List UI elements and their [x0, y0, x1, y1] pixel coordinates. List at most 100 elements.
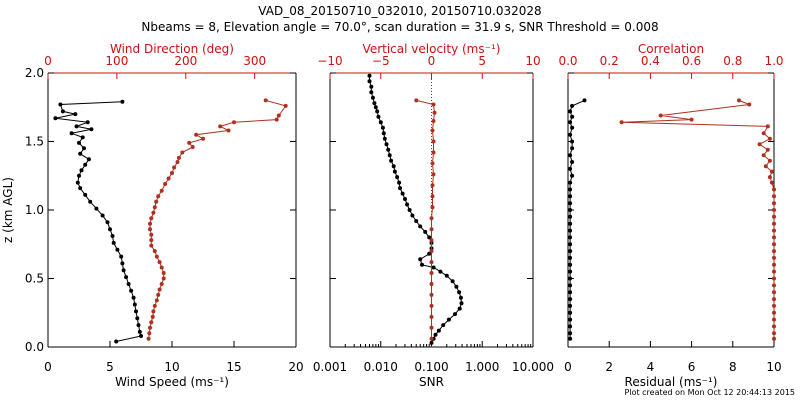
data-point — [429, 303, 434, 308]
data-point — [568, 120, 573, 125]
data-point — [159, 265, 164, 270]
x-tick-label: 1.000 — [465, 360, 499, 374]
series-line — [369, 75, 463, 344]
data-point — [772, 276, 776, 281]
data-point — [403, 197, 407, 201]
x2-tick-label: 0.8 — [723, 54, 742, 68]
data-point — [69, 131, 74, 136]
data-point — [772, 242, 776, 247]
data-point — [131, 295, 136, 300]
data-point — [395, 175, 400, 180]
x-tick-label: 0.001 — [313, 360, 347, 374]
data-point — [431, 265, 436, 270]
data-point — [772, 331, 776, 336]
data-point — [568, 109, 573, 114]
data-point — [381, 131, 386, 136]
data-point — [135, 316, 140, 321]
data-point — [772, 297, 776, 302]
data-point — [444, 273, 449, 278]
data-point — [375, 109, 380, 114]
data-point — [430, 205, 435, 210]
data-point — [85, 120, 90, 125]
data-point — [568, 336, 573, 341]
data-point — [568, 194, 573, 199]
data-point — [121, 268, 126, 273]
data-point — [568, 242, 573, 247]
data-point — [154, 254, 159, 259]
data-point — [77, 140, 81, 145]
x2-tick-label: 1.0 — [764, 54, 783, 68]
x-tick-label: 2 — [605, 360, 613, 374]
data-point — [568, 153, 573, 158]
data-point — [389, 158, 394, 163]
data-point — [772, 255, 776, 260]
data-point — [568, 303, 573, 308]
data-point — [152, 249, 157, 254]
data-point — [105, 220, 110, 225]
data-point — [148, 325, 152, 330]
data-point — [429, 249, 434, 254]
data-point — [129, 288, 134, 293]
data-point — [384, 142, 389, 147]
data-point — [457, 290, 462, 295]
data-point — [767, 158, 772, 163]
data-point — [78, 151, 83, 156]
data-point — [115, 247, 120, 252]
x2-axis-label: Wind Direction (deg) — [110, 42, 234, 56]
data-point — [154, 298, 159, 303]
x-tick-label: 5 — [106, 360, 114, 374]
data-point — [772, 221, 776, 226]
data-point — [763, 164, 768, 169]
data-point — [367, 73, 372, 78]
data-point — [454, 284, 459, 289]
data-point — [149, 232, 154, 237]
data-point — [120, 99, 125, 104]
data-point — [161, 276, 166, 281]
data-point — [367, 79, 372, 84]
data-point — [152, 205, 157, 210]
data-point — [568, 208, 573, 212]
y-tick-label: 1.5 — [25, 135, 44, 149]
data-point — [427, 251, 432, 256]
y-tick-label: 0.0 — [25, 340, 44, 354]
data-point — [73, 112, 78, 117]
data-point — [568, 324, 573, 329]
data-point — [769, 180, 774, 185]
data-point — [380, 125, 385, 130]
data-point — [108, 227, 112, 232]
data-point — [172, 165, 177, 170]
data-point — [429, 292, 434, 297]
data-point — [430, 128, 435, 133]
data-point — [156, 194, 161, 199]
data-point — [157, 260, 162, 265]
x2-tick-label: 0.4 — [641, 54, 660, 68]
data-point — [83, 192, 88, 197]
data-point — [163, 182, 168, 186]
data-point — [429, 227, 434, 232]
data-point — [149, 243, 154, 248]
data-point — [430, 161, 435, 166]
series-line — [55, 101, 142, 342]
data-point — [418, 257, 423, 262]
data-point — [53, 116, 58, 121]
data-point — [772, 310, 776, 315]
data-point — [438, 269, 443, 274]
data-point — [111, 240, 116, 245]
data-point — [570, 139, 575, 144]
data-point — [276, 113, 281, 118]
data-point — [166, 176, 171, 181]
data-point — [398, 186, 402, 191]
data-point — [568, 201, 573, 206]
data-point — [391, 164, 396, 169]
data-point — [89, 127, 94, 132]
data-point — [772, 336, 776, 341]
data-point — [397, 180, 402, 185]
data-point — [568, 221, 573, 226]
data-point — [568, 297, 573, 302]
series-correlation — [619, 98, 776, 341]
x-tick-label: 0 — [44, 360, 52, 374]
data-point — [772, 228, 776, 233]
data-point — [100, 213, 105, 218]
data-point — [568, 235, 573, 240]
data-point — [148, 227, 152, 232]
